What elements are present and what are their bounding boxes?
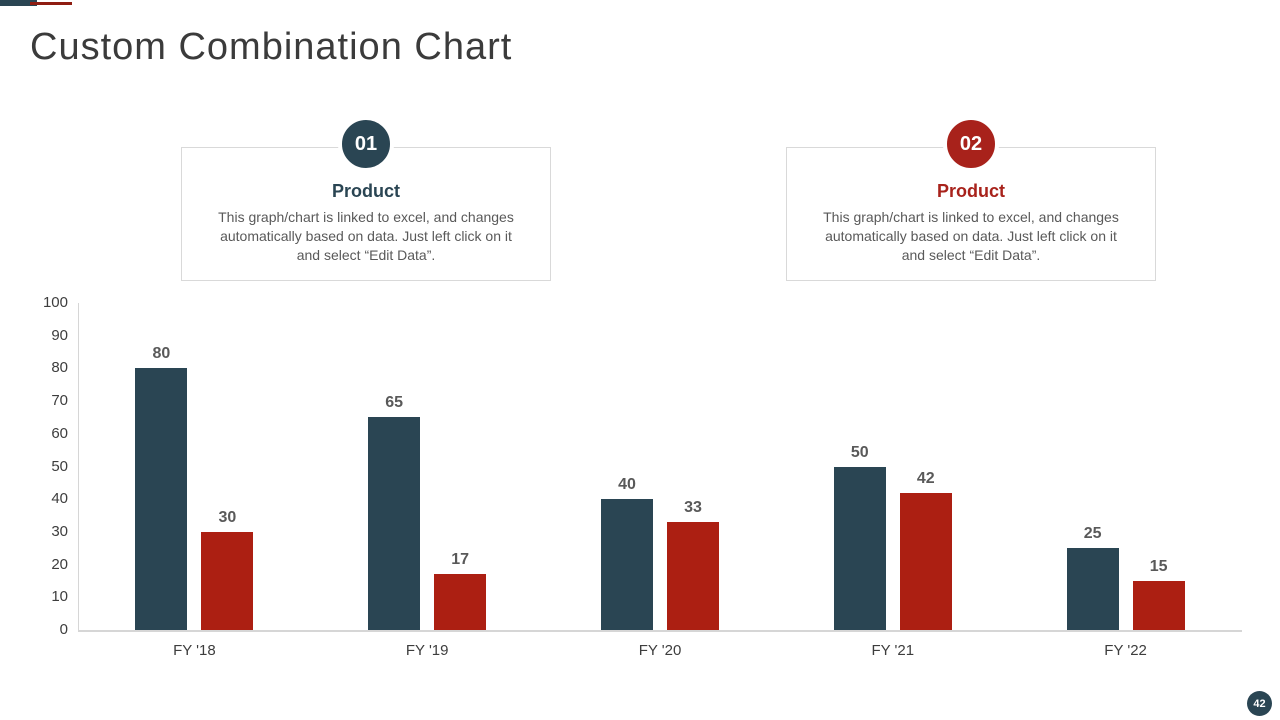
page-number-badge: 42 <box>1247 691 1272 716</box>
bar-value-label: 40 <box>618 476 636 494</box>
y-axis-tick-label: 0 <box>59 621 68 638</box>
bar-series-1 <box>833 466 886 630</box>
bar-series-1 <box>135 368 188 630</box>
y-axis-tick-label: 40 <box>51 490 68 508</box>
bar-value-label: 50 <box>850 443 869 461</box>
bar-value-label: 15 <box>1149 557 1168 575</box>
bar-series-2 <box>667 522 719 630</box>
x-axis-category-label: FY '20 <box>638 642 682 659</box>
bar-series-1 <box>601 499 653 630</box>
bar-value-label: 80 <box>152 345 171 363</box>
y-axis-tick-label: 50 <box>51 457 68 475</box>
bar-value-label: 65 <box>385 394 404 412</box>
bar-series-1 <box>1066 548 1119 630</box>
x-axis-category-label: FY '19 <box>405 642 449 659</box>
y-axis-tick-label: 90 <box>51 326 68 344</box>
x-axis-line <box>78 630 1242 632</box>
info-box-body: This graph/chart is linked to excel, and… <box>218 209 514 263</box>
top-left-accent-red <box>30 2 72 5</box>
bar-series-1 <box>368 417 421 630</box>
y-axis-line <box>78 303 79 630</box>
y-axis-tick-label: 10 <box>51 588 68 606</box>
y-axis-tick-label: 80 <box>51 359 68 377</box>
bar-value-label: 33 <box>684 499 702 517</box>
info-box-heading: Product <box>936 181 1005 201</box>
badge-02: 02 <box>943 116 999 172</box>
bar-series-2 <box>899 492 952 630</box>
y-axis-tick-label: 20 <box>51 555 68 573</box>
y-axis-tick-label: 60 <box>51 424 68 442</box>
info-box-product-2: 02 Product This graph/chart is linked to… <box>786 116 1156 281</box>
y-axis-tick-label: 70 <box>51 392 68 410</box>
bar-value-label: 17 <box>451 551 470 569</box>
bar-value-label: 42 <box>916 469 935 487</box>
x-axis-category-label: FY '22 <box>1104 642 1147 659</box>
bar-series-2 <box>434 574 487 630</box>
y-axis-tick-label: 100 <box>42 294 68 311</box>
top-left-accent-teal <box>0 0 37 6</box>
bar-series-2 <box>1132 580 1185 630</box>
info-box-product-1: 01 Product This graph/chart is linked to… <box>181 116 551 281</box>
page-title: Custom Combination Chart <box>30 26 513 68</box>
x-axis-category-label: FY '21 <box>871 642 915 659</box>
y-axis-tick-label: 30 <box>51 522 68 540</box>
info-box-heading: Product <box>331 181 400 201</box>
x-axis-category-label: FY '18 <box>173 642 216 659</box>
bar-value-label: 25 <box>1083 525 1102 543</box>
bar-series-2 <box>201 531 254 630</box>
badge-01: 01 <box>338 116 394 172</box>
bar-value-label: 30 <box>218 508 237 526</box>
info-box-body: This graph/chart is linked to excel, and… <box>823 209 1119 263</box>
